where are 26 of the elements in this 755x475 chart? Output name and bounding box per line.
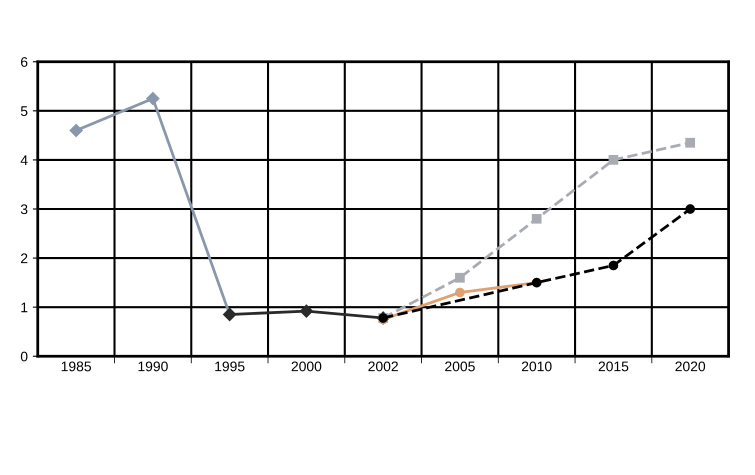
x-tick-label: 2015 — [598, 361, 628, 372]
x-tick-label: 1990 — [138, 361, 168, 372]
x-tick-label: 2010 — [522, 361, 552, 372]
y-tick-label: 2 — [21, 253, 28, 264]
point — [532, 214, 542, 224]
point — [455, 288, 465, 298]
x-tick-label: 2005 — [445, 361, 475, 372]
x-tick-label: 2002 — [368, 361, 398, 372]
point — [300, 304, 313, 318]
y-tick-label: 6 — [21, 57, 28, 67]
y-tick-label: 1 — [21, 302, 28, 312]
point — [608, 260, 618, 270]
x-tick-label: 1985 — [62, 361, 91, 372]
x-tick-label: 2000 — [292, 361, 322, 372]
point — [685, 204, 696, 214]
y-tick-label: 3 — [20, 204, 28, 214]
point — [146, 92, 160, 106]
point — [70, 124, 83, 138]
x-tick-label: 2020 — [675, 361, 706, 372]
point — [455, 272, 465, 283]
y-tick-label: 0 — [20, 352, 28, 362]
point — [685, 138, 696, 148]
point — [608, 155, 618, 165]
x-tick-label: 1995 — [215, 361, 245, 372]
y-tick-label: 5 — [20, 106, 28, 116]
y-tick-label: 4 — [20, 155, 28, 165]
